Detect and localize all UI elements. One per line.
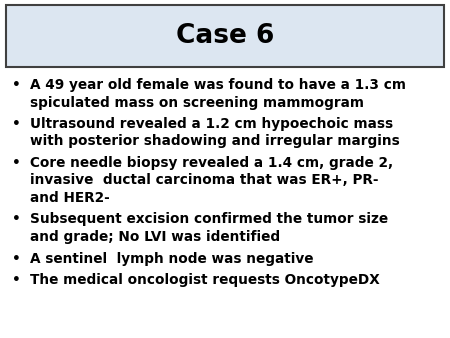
- Text: •: •: [12, 117, 21, 131]
- Text: •: •: [12, 273, 21, 287]
- Text: with posterior shadowing and irregular margins: with posterior shadowing and irregular m…: [30, 135, 400, 148]
- Text: •: •: [12, 156, 21, 170]
- Text: and grade; No LVI was identified: and grade; No LVI was identified: [30, 230, 280, 244]
- Text: A sentinel  lymph node was negative: A sentinel lymph node was negative: [30, 251, 314, 266]
- Text: invasive  ductal carcinoma that was ER+, PR-: invasive ductal carcinoma that was ER+, …: [30, 173, 378, 188]
- Text: •: •: [12, 251, 21, 266]
- FancyBboxPatch shape: [6, 5, 444, 67]
- Text: Core needle biopsy revealed a 1.4 cm, grade 2,: Core needle biopsy revealed a 1.4 cm, gr…: [30, 156, 393, 170]
- Text: Case 6: Case 6: [176, 23, 274, 49]
- Text: The medical oncologist requests OncotypeDX: The medical oncologist requests Oncotype…: [30, 273, 380, 287]
- Text: Ultrasound revealed a 1.2 cm hypoechoic mass: Ultrasound revealed a 1.2 cm hypoechoic …: [30, 117, 393, 131]
- Text: •: •: [12, 213, 21, 226]
- Text: A 49 year old female was found to have a 1.3 cm: A 49 year old female was found to have a…: [30, 78, 406, 92]
- Text: and HER2-: and HER2-: [30, 191, 110, 205]
- Text: Subsequent excision confirmed the tumor size: Subsequent excision confirmed the tumor …: [30, 213, 388, 226]
- Text: •: •: [12, 78, 21, 92]
- Text: spiculated mass on screening mammogram: spiculated mass on screening mammogram: [30, 96, 364, 110]
